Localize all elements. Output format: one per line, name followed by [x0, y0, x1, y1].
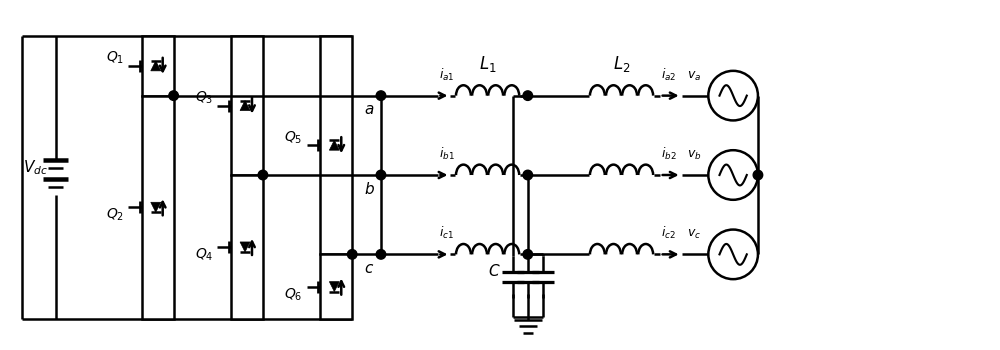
Circle shape: [523, 250, 533, 259]
Text: $Q_6$: $Q_6$: [284, 286, 303, 303]
Polygon shape: [240, 100, 250, 111]
Bar: [320, 254, 352, 319]
Text: $C$: $C$: [488, 263, 501, 279]
Circle shape: [523, 170, 533, 180]
Text: $Q_4$: $Q_4$: [195, 247, 213, 263]
Circle shape: [376, 250, 386, 259]
Circle shape: [376, 170, 386, 180]
Text: $i_{b2}$: $i_{b2}$: [661, 146, 676, 162]
Circle shape: [376, 91, 386, 100]
Text: $Q_2$: $Q_2$: [106, 207, 124, 223]
Text: $v_c$: $v_c$: [687, 228, 701, 242]
Text: $i_{c2}$: $i_{c2}$: [661, 225, 676, 241]
Circle shape: [169, 91, 178, 100]
Text: $Q_5$: $Q_5$: [284, 129, 303, 146]
Bar: [231, 175, 263, 319]
Polygon shape: [240, 242, 250, 252]
Bar: [142, 96, 174, 319]
Circle shape: [347, 250, 357, 259]
Circle shape: [523, 91, 533, 100]
Text: $L_2$: $L_2$: [613, 54, 630, 74]
Text: $i_{c1}$: $i_{c1}$: [439, 225, 455, 241]
Polygon shape: [329, 282, 339, 292]
Text: $Q_1$: $Q_1$: [106, 50, 124, 66]
Polygon shape: [151, 202, 161, 212]
Text: $L_1$: $L_1$: [479, 54, 496, 74]
Text: $V_{dc}$: $V_{dc}$: [23, 158, 48, 177]
Circle shape: [258, 170, 268, 180]
Text: $i_{b1}$: $i_{b1}$: [439, 146, 455, 162]
Text: $i_{a1}$: $i_{a1}$: [439, 66, 455, 83]
Bar: [142, 36, 174, 96]
Bar: [231, 36, 263, 175]
Bar: [320, 36, 352, 254]
Circle shape: [753, 170, 763, 180]
Polygon shape: [329, 140, 339, 150]
Text: $c$: $c$: [364, 261, 374, 276]
Text: $v_b$: $v_b$: [687, 149, 701, 162]
Text: $Q_3$: $Q_3$: [195, 89, 213, 106]
Text: $b$: $b$: [364, 181, 375, 197]
Text: $i_{a2}$: $i_{a2}$: [661, 66, 676, 83]
Polygon shape: [151, 61, 161, 71]
Text: $a$: $a$: [364, 102, 374, 117]
Text: $v_a$: $v_a$: [687, 70, 701, 83]
